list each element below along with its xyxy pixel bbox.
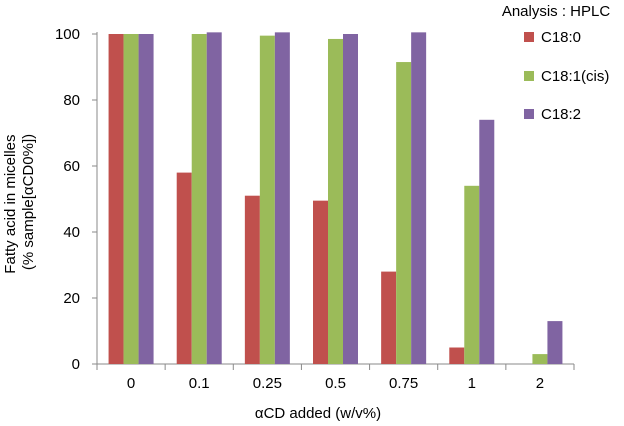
bar	[479, 119, 495, 364]
x-tick-label: 0	[127, 375, 135, 392]
bar	[547, 321, 563, 364]
bar	[313, 200, 328, 364]
bar	[244, 195, 260, 364]
legend-swatch	[524, 71, 534, 81]
y-tick-label: 80	[63, 92, 80, 109]
x-tick-label: 1	[468, 375, 476, 392]
x-tick-label: 0.1	[189, 375, 210, 392]
x-tick-label: 0.75	[389, 375, 418, 392]
bar	[259, 35, 275, 365]
bar	[108, 34, 124, 364]
y-tick-label: 40	[63, 224, 80, 241]
bar	[532, 354, 548, 364]
analysis-annotation: Analysis : HPLC	[502, 3, 611, 20]
bar	[449, 347, 465, 364]
y-axis-label: Fatty acid in micelles (% sample[αCD0%])	[2, 130, 37, 273]
legend-label: C18:0	[541, 29, 581, 46]
bar	[176, 172, 192, 364]
bar	[381, 271, 397, 364]
y-tick-label: 100	[55, 26, 80, 43]
y-tick-label: 60	[63, 158, 80, 175]
bar	[138, 34, 154, 364]
legend-label: C18:1(cis)	[541, 68, 609, 85]
x-tick-label: 2	[536, 375, 544, 392]
bar	[396, 62, 412, 365]
bar	[206, 32, 222, 364]
bar	[464, 185, 480, 364]
legend: C18:0 C18:1(cis) C18:2	[524, 29, 609, 123]
x-tick-label: 0.5	[325, 375, 346, 392]
plot-area: 0 20 40 60 80 100 0 0.1 0.25 0.5 0.75 1 2	[55, 26, 575, 392]
bar	[343, 34, 358, 364]
y-tick-label: 20	[63, 290, 80, 307]
bar	[123, 34, 139, 364]
y-axis-label-line-1: Fatty acid in micelles	[2, 134, 19, 273]
legend-label: C18:2	[541, 106, 581, 123]
x-axis-label: αCD added (w/v%)	[255, 405, 381, 422]
legend-swatch	[524, 109, 534, 119]
bar	[411, 32, 427, 364]
bar	[191, 34, 207, 364]
bar	[328, 38, 343, 364]
legend-swatch	[524, 32, 534, 42]
bar	[274, 32, 290, 364]
y-tick-label: 0	[72, 356, 80, 373]
x-tick-label: 0.25	[253, 375, 282, 392]
y-axis-label-line-2: (% sample[αCD0%])	[20, 134, 37, 270]
